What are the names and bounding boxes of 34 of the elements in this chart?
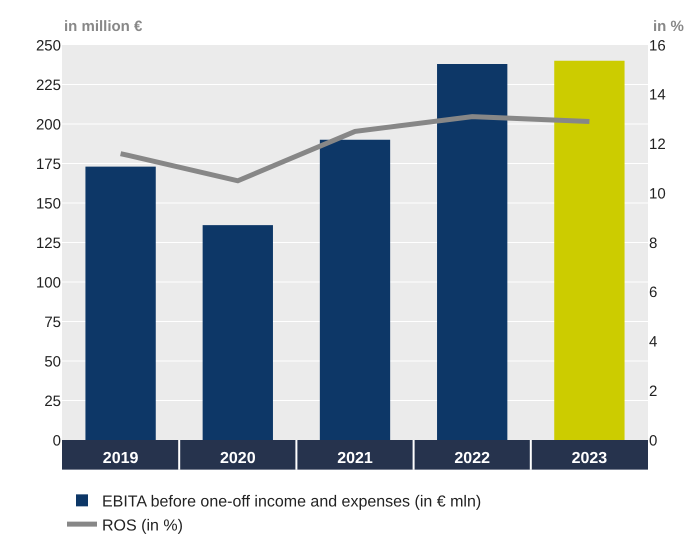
- y2-tick-label: 6: [649, 284, 658, 302]
- y2-tick-label: 8: [649, 234, 658, 252]
- y2-tick-label: 14: [649, 86, 666, 104]
- y2-axis-title: in %: [653, 18, 684, 35]
- x-tick-label: 2019: [102, 450, 138, 467]
- legend-label: ROS (in %): [102, 517, 183, 534]
- y2-tick-label: 16: [649, 37, 666, 54]
- y2-tick-label: 4: [649, 334, 658, 350]
- y-tick-label: 175: [36, 156, 61, 173]
- y-tick-label: 50: [44, 353, 61, 370]
- y-tick-label: 250: [36, 37, 61, 54]
- y-tick-label: 150: [36, 195, 61, 212]
- bar: [320, 140, 390, 440]
- y-axis-title: in million €: [64, 18, 143, 35]
- bar: [85, 166, 156, 440]
- bar: [554, 60, 625, 440]
- x-tick-label: 2021: [337, 450, 373, 467]
- y-tick-label: 25: [44, 392, 61, 410]
- x-tick-label: 2020: [220, 450, 256, 467]
- y-tick-label: 100: [36, 274, 61, 292]
- y-tick-label: 0: [52, 432, 61, 450]
- y2-tick-label: 12: [649, 136, 666, 153]
- y2-tick-label: 10: [649, 185, 666, 202]
- bar: [437, 64, 508, 440]
- y-tick-label: 200: [36, 116, 61, 134]
- y2-tick-label: 2: [649, 382, 658, 400]
- y2-tick-label: 0: [649, 432, 658, 450]
- bar: [202, 225, 273, 440]
- y-tick-label: 225: [36, 76, 61, 94]
- x-tick-label: 2022: [454, 450, 490, 467]
- x-tick-label: 2023: [572, 450, 608, 467]
- legend-label: EBITA before one-off income and expenses (in € mln): [102, 494, 482, 511]
- y-tick-label: 75: [44, 314, 61, 331]
- y-tick-label: 125: [36, 234, 61, 252]
